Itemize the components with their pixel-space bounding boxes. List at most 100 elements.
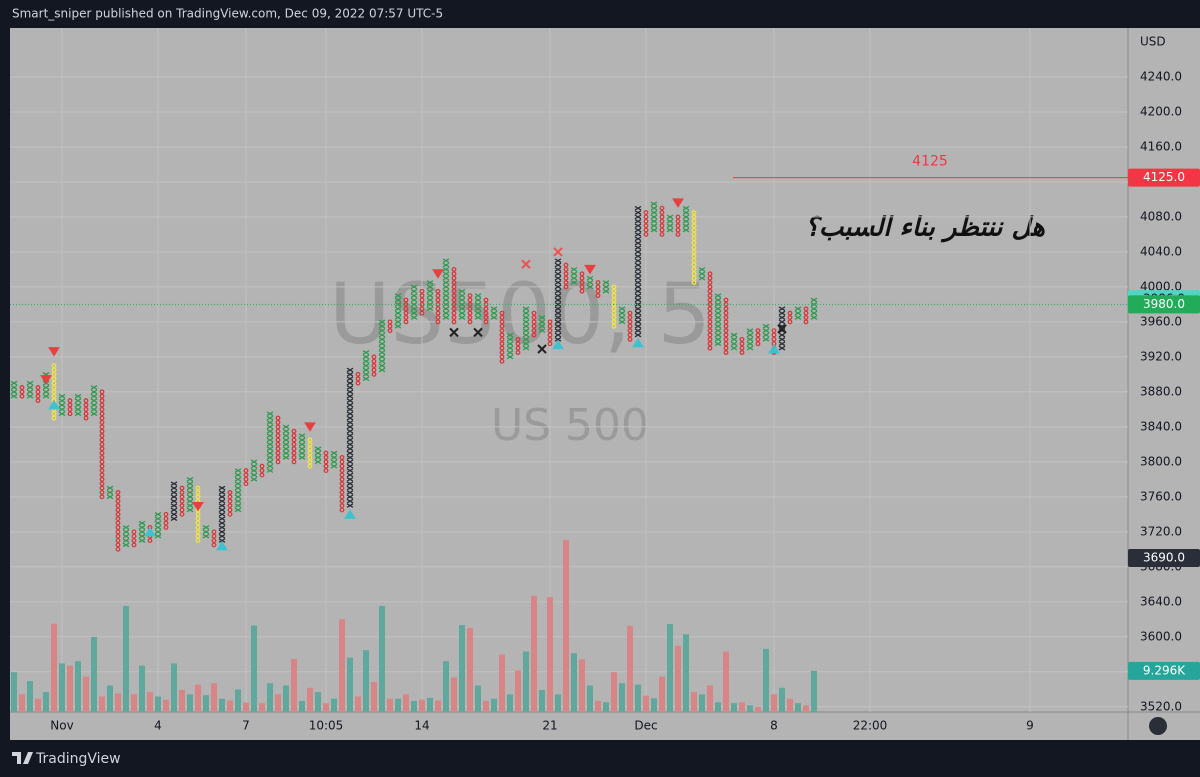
volume-bar	[187, 694, 193, 712]
box-x	[58, 411, 66, 417]
box-x	[186, 481, 194, 487]
box-o	[707, 271, 713, 277]
box-o	[115, 542, 121, 548]
brand-name: TradingView	[35, 751, 121, 767]
box-o	[275, 450, 281, 456]
box-x	[410, 315, 418, 320]
box-x	[266, 459, 274, 465]
box-x	[538, 319, 546, 325]
box-x	[554, 332, 562, 338]
pnf-column	[115, 490, 121, 552]
box-x	[378, 328, 386, 333]
box-x	[346, 463, 354, 469]
box-x	[122, 525, 130, 530]
volume-bar	[763, 648, 769, 712]
box-x	[282, 450, 290, 456]
box-o	[179, 507, 185, 513]
volume-bar	[155, 696, 161, 712]
volume-bar	[691, 692, 697, 712]
box-x	[554, 258, 562, 264]
box-o	[99, 433, 105, 439]
box-x	[314, 459, 322, 465]
volume-bar	[163, 699, 169, 712]
box-x	[234, 468, 242, 473]
box-o	[355, 371, 361, 377]
box-o	[691, 249, 697, 255]
volume-bar	[475, 685, 481, 712]
box-x	[522, 306, 530, 312]
box-o	[707, 293, 713, 299]
box-x	[346, 415, 354, 421]
volume-bar	[771, 694, 777, 712]
box-x	[10, 385, 18, 390]
box-x	[346, 402, 354, 408]
box-o	[99, 402, 105, 408]
box-x	[186, 507, 194, 513]
box-o	[707, 288, 713, 294]
box-o	[99, 411, 105, 417]
pnf-column	[691, 210, 697, 285]
box-x	[346, 389, 354, 395]
box-o	[803, 319, 809, 325]
box-o	[579, 271, 585, 277]
box-x	[58, 402, 66, 408]
volume-bar	[291, 658, 297, 712]
box-o	[483, 306, 489, 312]
box-x	[714, 297, 722, 303]
box-x	[298, 446, 306, 452]
box-o	[787, 319, 793, 325]
box-x	[634, 271, 642, 277]
box-o	[563, 271, 569, 277]
box-o	[435, 306, 441, 312]
box-x	[554, 262, 562, 268]
box-o	[531, 323, 537, 329]
settings-button[interactable]	[1149, 717, 1167, 735]
volume-bar	[115, 693, 121, 712]
box-x	[778, 345, 786, 351]
box-x	[282, 424, 290, 430]
volume-bar	[123, 605, 129, 712]
volume-bar	[195, 684, 201, 712]
pnf-column	[122, 525, 130, 548]
box-o	[275, 424, 281, 430]
box-o	[643, 227, 649, 233]
box-o	[723, 310, 729, 316]
box-o	[643, 231, 649, 237]
box-o	[99, 415, 105, 421]
box-o	[339, 485, 345, 491]
box-o	[99, 481, 105, 487]
y-tick-label: 3760.0	[1140, 489, 1182, 503]
box-x	[698, 267, 706, 272]
box-o	[739, 345, 745, 351]
box-o	[723, 336, 729, 342]
box-x	[474, 297, 482, 303]
volume-bar	[491, 698, 497, 712]
box-x	[154, 516, 162, 522]
volume-bar	[699, 694, 705, 712]
box-o	[115, 503, 121, 509]
box-x	[218, 490, 226, 495]
box-x	[394, 319, 402, 325]
box-x	[554, 319, 562, 325]
box-o	[467, 301, 473, 307]
box-o	[611, 284, 617, 290]
volume-bar	[643, 695, 649, 712]
pnf-column	[314, 446, 322, 465]
box-x	[42, 385, 50, 390]
box-x	[634, 205, 642, 211]
box-x	[218, 498, 226, 504]
box-x	[90, 407, 98, 412]
volume-bar	[227, 700, 233, 712]
box-x	[554, 323, 562, 329]
box-x	[570, 271, 578, 277]
box-x	[810, 315, 818, 320]
box-x	[730, 337, 738, 342]
box-o	[291, 428, 297, 434]
box-x	[554, 288, 562, 294]
volume-bar	[139, 665, 145, 712]
box-x	[506, 345, 514, 351]
box-o	[115, 511, 121, 517]
volume-bar	[547, 597, 553, 712]
pnf-column	[458, 288, 466, 320]
